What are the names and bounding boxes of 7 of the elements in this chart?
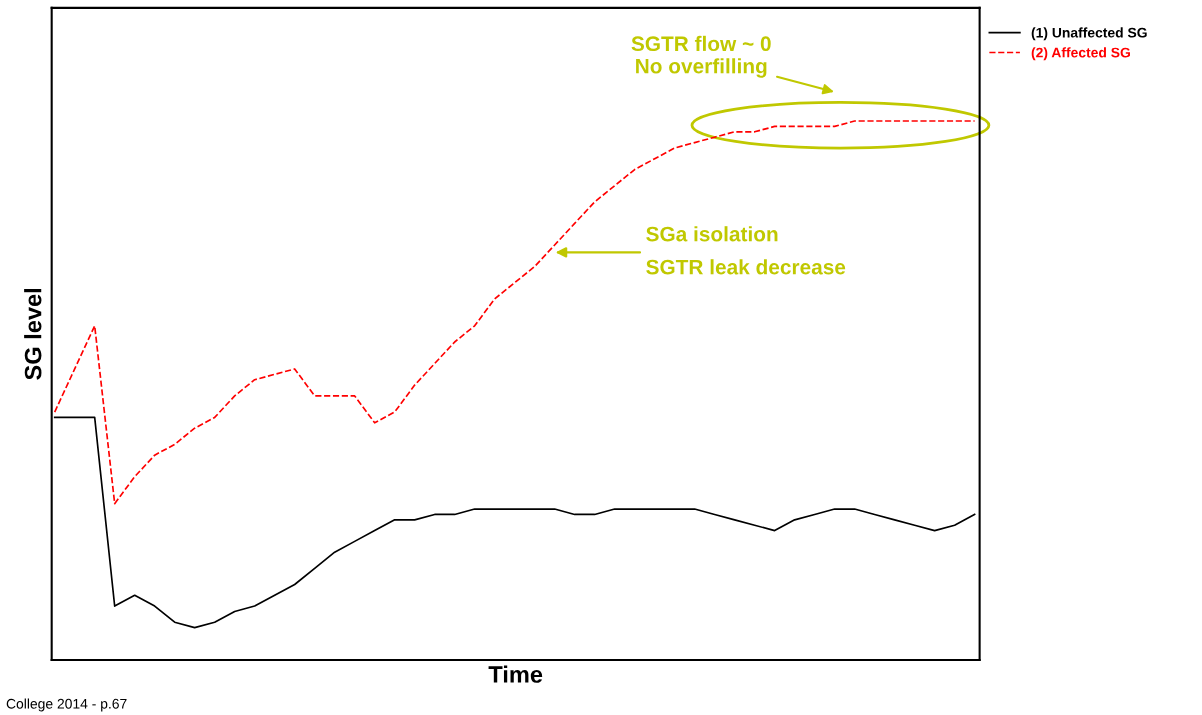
legend-label: (2) Affected SG — [1031, 47, 1130, 61]
y-axis-title: SG level — [24, 288, 42, 380]
x-axis-title: Time — [488, 665, 543, 683]
text: College 2014 - p.67 — [6, 698, 127, 712]
text: SGTR flow ~ 0 No overfilling — [631, 35, 771, 78]
annotation: SGa isolation SGTR leak decrease — [646, 226, 846, 275]
legend-label: (1) Unaffected SG — [1031, 27, 1147, 41]
